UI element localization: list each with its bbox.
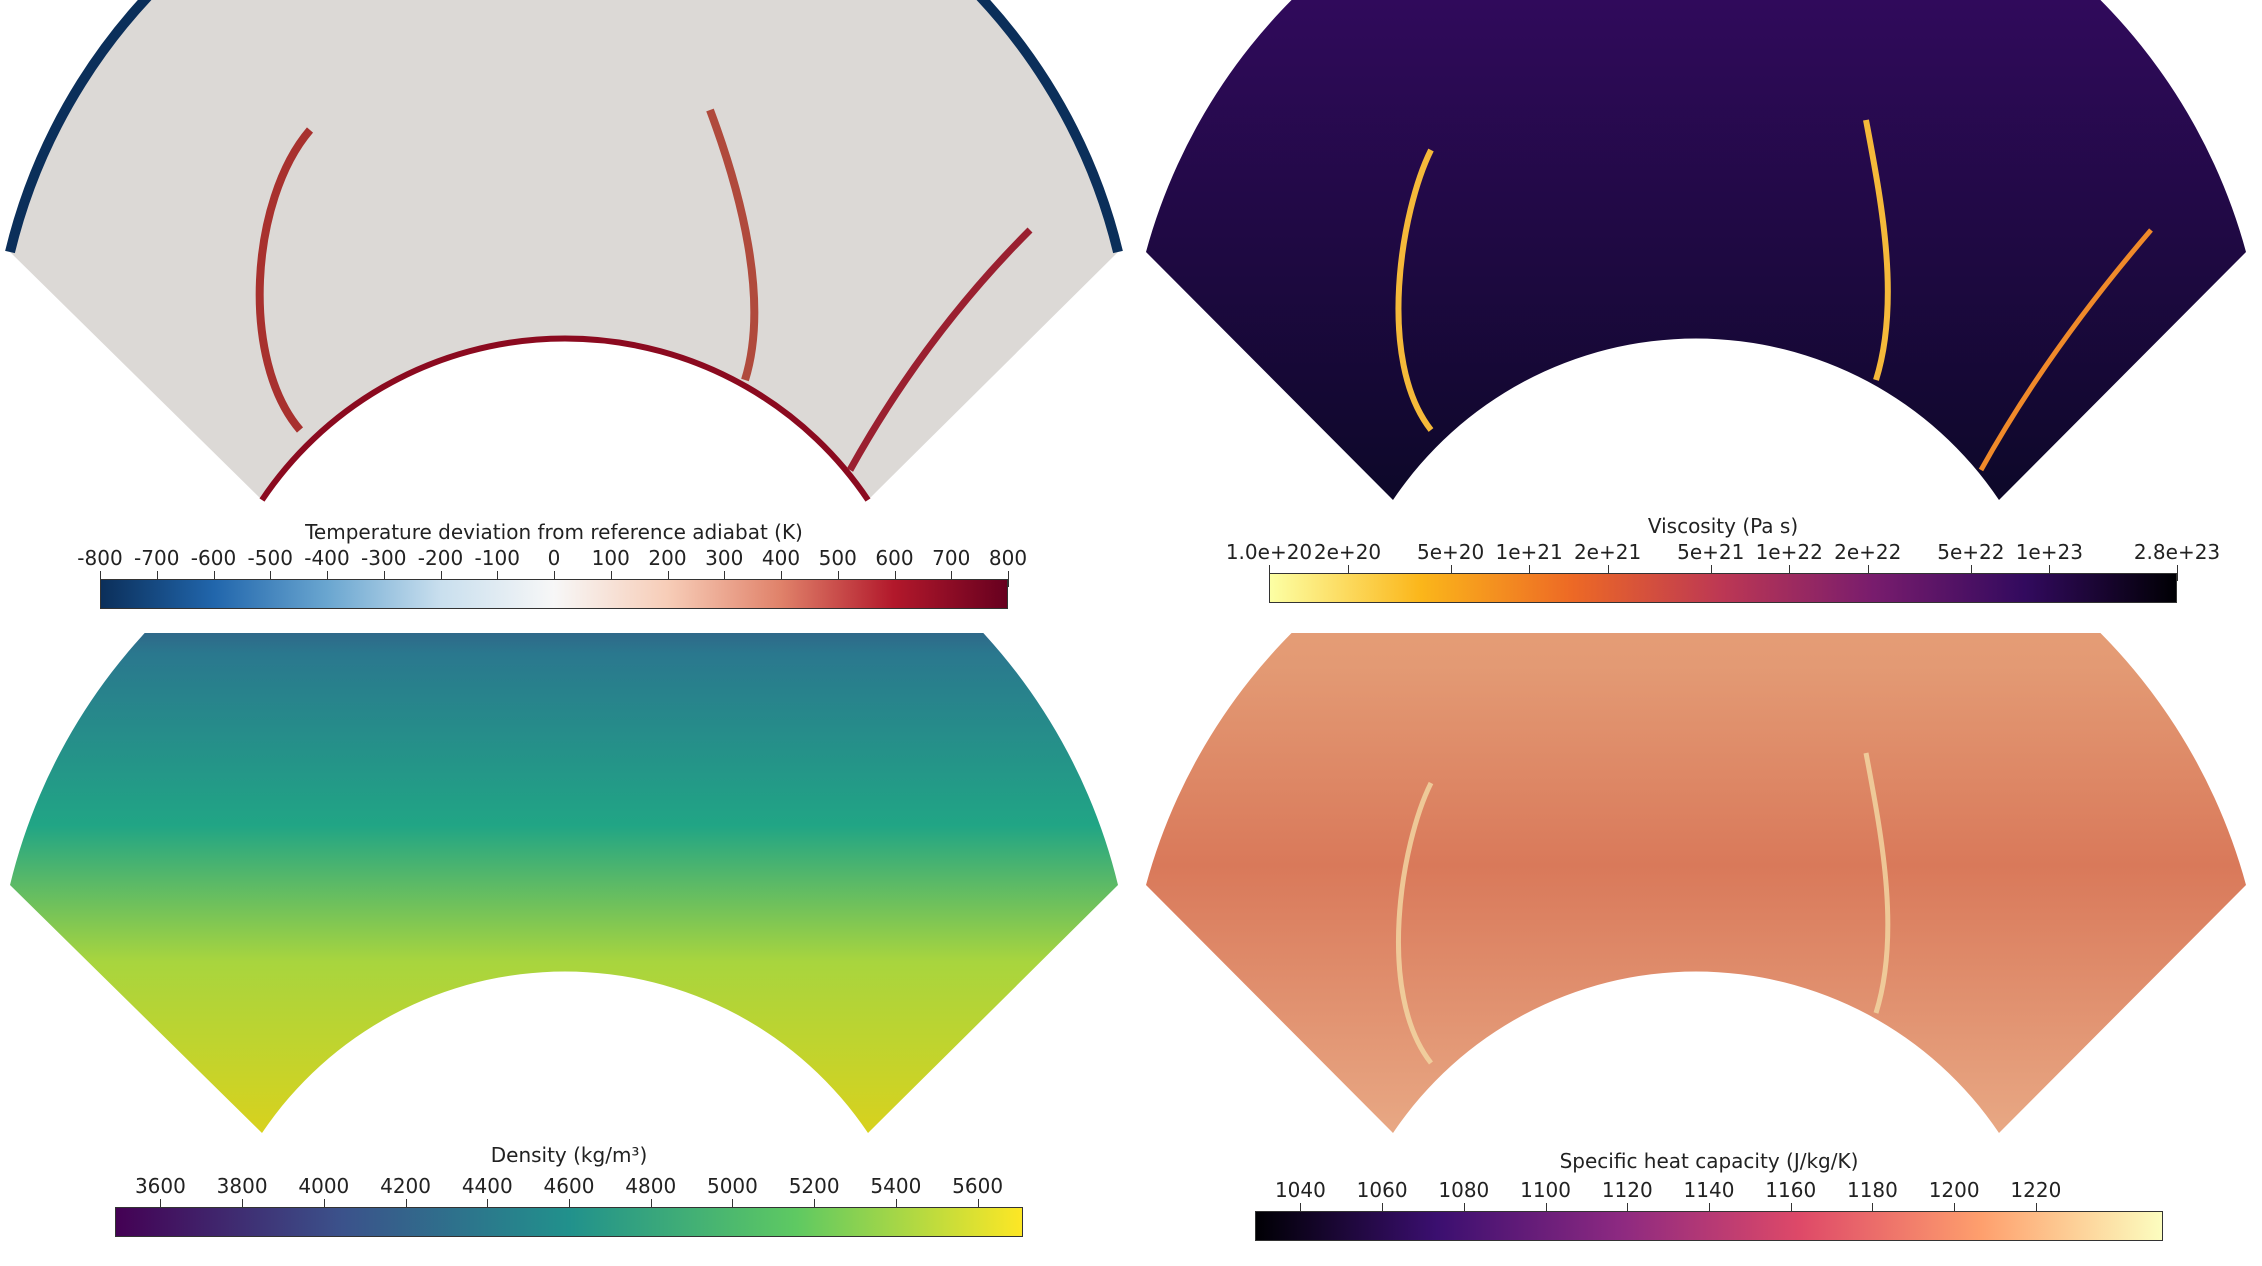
temperature-colorbar-tick-label: -500 [247, 546, 293, 570]
temperature-colorbar-tick-label: -300 [361, 546, 407, 570]
temperature-colorbar-tick-label: 800 [988, 546, 1028, 570]
viscosity-colorbar-tick-label: 2.8e+23 [2133, 540, 2221, 564]
heat_capacity-colorbar-tick-label: 1140 [1683, 1178, 1735, 1202]
density-colorbar-tick-label: 4200 [380, 1174, 431, 1198]
temperature-shell [10, 0, 1118, 500]
viscosity-colorbar-tick-mark [2177, 565, 2178, 581]
density-colorbar-tick-label: 5600 [952, 1174, 1004, 1198]
viscosity-panel: Viscosity (Pa s) 1.0e+20 2e+20 5e+20 1e+21 2… [1131, 0, 2262, 633]
viscosity-colorbar-tick-label: 2e+22 [1834, 540, 1902, 564]
viscosity-colorbar-title: Viscosity (Pa s) [1647, 514, 1799, 538]
temperature-colorbar-tick-label: 700 [932, 546, 971, 570]
temperature-plume-3 [846, 227, 1033, 472]
temperature-colorbar-tick-label: 200 [648, 546, 687, 570]
heat-capacity-shell [1146, 633, 2246, 1133]
density-annulus-plot [10, 633, 1118, 1133]
temperature-colorbar-tick-mark [1008, 571, 1009, 587]
viscosity-colorbar-tick-label: 5e+21 [1677, 540, 1745, 564]
density-panel: Density (kg/m³) 3600 3800 4000 4200 4400 4600… [0, 633, 1131, 1266]
density-colorbar-tick-label: 3800 [216, 1174, 268, 1198]
heat_capacity-colorbar-tick-label: 1060 [1356, 1178, 1408, 1202]
heat_capacity-colorbar-tick-label: 1180 [1846, 1178, 1898, 1202]
density-colorbar-tick-label: 5000 [706, 1174, 758, 1198]
viscosity-colorbar-tick-label: 2e+21 [1573, 540, 1642, 564]
density-colorbar-title: Density (kg/m³) [490, 1143, 648, 1167]
heat-capacity-plume-1 [1395, 781, 1434, 1065]
viscosity-colorbar-tick-label: 1.0e+20 [1225, 540, 1313, 564]
heat_capacity-colorbar-tick-label: 1040 [1274, 1178, 1326, 1202]
density-colorbar [115, 1207, 1023, 1237]
heat-capacity-colorbar [1255, 1211, 2163, 1241]
heat-capacity-colorbar-title: Specific heat capacity (J/kg/K) [1559, 1149, 1859, 1173]
temperature-plume-2 [706, 108, 759, 382]
density-colorbar-tick-label: 4000 [298, 1174, 350, 1198]
heat_capacity-colorbar-tick-label: 1220 [2010, 1178, 2062, 1202]
heat-capacity-annulus-plot [1146, 633, 2246, 1133]
viscosity-plume-2 [1863, 119, 1891, 381]
heat_capacity-colorbar-tick-label: 1120 [1601, 1178, 1653, 1202]
density-colorbar-tick-label: 4400 [461, 1174, 513, 1198]
heat_capacity-colorbar-tick-label: 1080 [1438, 1178, 1490, 1202]
temperature-colorbar-tick-label: 500 [818, 546, 857, 570]
viscosity-plume-1 [1395, 148, 1434, 432]
temperature-colorbar-title: Temperature deviation from reference adi… [305, 520, 803, 544]
heat_capacity-colorbar-tick-label: 1200 [1928, 1178, 1980, 1202]
temperature-colorbar-tick-label: 600 [875, 546, 914, 570]
viscosity-annulus-plot [1146, 0, 2246, 500]
viscosity-colorbar-tick-label: 1e+23 [2015, 540, 2083, 564]
temperature-plume-1 [255, 127, 314, 433]
heat_capacity-colorbar-tick-label: 1160 [1765, 1178, 1817, 1202]
density-colorbar-tick-label: 4600 [543, 1174, 595, 1198]
temperature-colorbar-tick-label: -700 [134, 546, 180, 570]
temperature-colorbar [100, 579, 1008, 609]
heat_capacity-colorbar-tick-label: 1100 [1520, 1178, 1571, 1202]
temperature-panel: Temperature deviation from reference adi… [0, 0, 1131, 633]
temperature-annulus-plot [5, 0, 1123, 502]
temperature-surface-boundary-layer [5, 0, 1123, 254]
temperature-colorbar-tick-label: -600 [190, 546, 237, 570]
temperature-colorbar-tick-label: -200 [417, 546, 464, 570]
density-colorbar-tick-label: 4800 [625, 1174, 677, 1198]
temperature-colorbar-tick-label: 100 [591, 546, 630, 570]
viscosity-colorbar-tick-label: 1e+22 [1755, 540, 1823, 564]
viscosity-plume-3 [1978, 228, 2153, 472]
viscosity-colorbar-tick-label: 5e+20 [1416, 540, 1485, 564]
temperature-colorbar-tick-label: 0 [547, 546, 561, 570]
density-colorbar-tick-label: 5400 [870, 1174, 922, 1198]
viscosity-colorbar [1269, 573, 2177, 603]
density-colorbar-tick-label: 5200 [788, 1174, 840, 1198]
temperature-colorbar-tick-label: -400 [304, 546, 350, 570]
viscosity-colorbar-tick-label: 5e+22 [1937, 540, 2005, 564]
density-shell [10, 633, 1118, 1133]
temperature-colorbar-tick-label: 400 [761, 546, 801, 570]
density-colorbar-tick-label: 3600 [134, 1174, 186, 1198]
temperature-colorbar-tick-label: -100 [474, 546, 520, 570]
viscosity-shell [1146, 0, 2246, 500]
heat-capacity-plume-2 [1863, 752, 1891, 1014]
temperature-colorbar-tick-label: -800 [77, 546, 123, 570]
temperature-cmb-hot-layer [259, 335, 871, 502]
temperature-colorbar-tick-label: 300 [705, 546, 744, 570]
viscosity-colorbar-tick-label: 1e+21 [1495, 540, 1563, 564]
heat-capacity-panel: Specific heat capacity (J/kg/K) 1040 1060… [1131, 633, 2262, 1266]
viscosity-colorbar-tick-label: 2e+20 [1313, 540, 1382, 564]
